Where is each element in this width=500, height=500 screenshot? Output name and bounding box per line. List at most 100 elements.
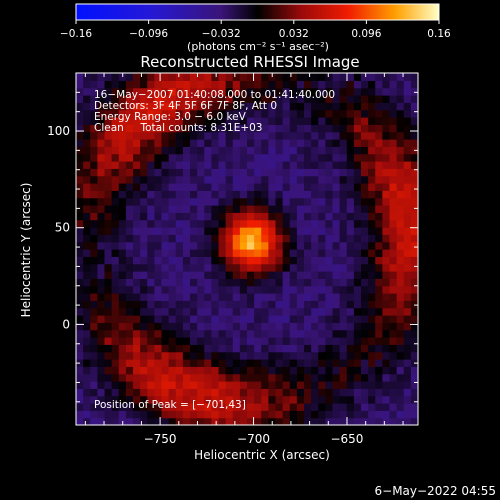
heatmap-cell [311, 212, 319, 221]
heatmap-cell [161, 256, 170, 265]
heatmap-cell [275, 373, 284, 382]
heatmap-cell [204, 161, 212, 169]
heatmap-cell [239, 271, 248, 279]
heatmap-cell [382, 153, 391, 162]
heatmap-cell [339, 205, 348, 213]
heatmap-cell [182, 80, 191, 89]
heatmap-cell [133, 307, 141, 316]
heatmap-cell [282, 205, 291, 213]
heatmap-cell [261, 219, 269, 228]
heatmap-cell [353, 410, 362, 419]
heatmap-cell [325, 153, 334, 162]
heatmap-cell [76, 161, 84, 169]
heatmap-cell [261, 205, 269, 213]
heatmap-cell [368, 212, 376, 221]
heatmap-cell [375, 139, 383, 147]
heatmap-cell [403, 249, 412, 257]
heatmap-cell [190, 307, 198, 316]
heatmap-cell [133, 344, 141, 353]
heatmap-cell [353, 300, 362, 309]
heatmap-cell [353, 381, 362, 389]
heatmap-cell [225, 403, 234, 411]
heatmap-cell [332, 381, 341, 389]
heatmap-cell [353, 153, 362, 162]
heatmap-cell [296, 102, 305, 111]
heatmap-cell [254, 315, 262, 323]
heatmap-cell [204, 234, 212, 243]
heatmap-cell [318, 329, 326, 338]
heatmap-cell [125, 395, 134, 404]
heatmap-cell [389, 315, 398, 323]
heatmap-cell [332, 322, 341, 331]
heatmap-cell [133, 395, 141, 404]
heatmap-cell [83, 359, 91, 367]
heatmap-cell [296, 351, 305, 360]
heatmap-cell [396, 102, 405, 111]
heatmap-cell [410, 234, 418, 243]
heatmap-cell [368, 307, 376, 316]
heatmap-cell [296, 219, 305, 228]
heatmap-cell [239, 197, 248, 206]
heatmap-cell [125, 315, 134, 323]
heatmap-cell [254, 337, 262, 345]
heatmap-cell [104, 410, 113, 419]
heatmap-cell [104, 337, 113, 345]
heatmap-cell [268, 256, 277, 265]
heatmap-cell [225, 161, 234, 169]
heatmap-cell [204, 87, 212, 96]
heatmap-cell [346, 205, 355, 213]
heatmap-cell [389, 117, 398, 125]
heatmap-cell [190, 344, 198, 353]
heatmap-cell [225, 300, 234, 309]
heatmap-cell [147, 161, 155, 169]
heatmap-cell [275, 131, 284, 140]
heatmap-cell [211, 183, 220, 191]
heatmap-cell [204, 315, 212, 323]
heatmap-cell [175, 373, 184, 382]
heatmap-cell [339, 146, 348, 155]
heatmap-cell [318, 344, 326, 353]
heatmap-cell [197, 219, 205, 228]
heatmap-cell [375, 322, 383, 331]
heatmap-cell [346, 366, 355, 375]
heatmap-cell [368, 256, 376, 265]
heatmap-cell [204, 395, 212, 404]
heatmap-cell [239, 359, 248, 367]
heatmap-cell [346, 249, 355, 257]
heatmap-cell [282, 80, 291, 89]
heatmap-cell [197, 395, 205, 404]
heatmap-cell [325, 285, 334, 294]
heatmap-cell [147, 139, 155, 147]
heatmap-cell [83, 241, 91, 250]
heatmap-cell [382, 87, 391, 96]
heatmap-cell [133, 175, 141, 184]
heatmap-cell [147, 73, 155, 81]
heatmap-cell [311, 395, 319, 404]
heatmap-cell [225, 117, 234, 125]
heatmap-cell [368, 417, 376, 425]
heatmap-cell [375, 344, 383, 353]
colorbar-tick-label: −0.16 [60, 28, 92, 40]
heatmap-cell [211, 219, 220, 228]
heatmap-cell [83, 403, 91, 411]
heatmap-cell [289, 87, 298, 96]
heatmap-cell [375, 395, 383, 404]
heatmap-cell [282, 197, 291, 206]
heatmap-cell [175, 300, 184, 309]
heatmap-cell [396, 271, 405, 279]
heatmap-cell [118, 337, 127, 345]
heatmap-cell [353, 373, 362, 382]
heatmap-cell [133, 322, 141, 331]
heatmap-cell [133, 381, 141, 389]
heatmap-cell [83, 285, 91, 294]
heatmap-cell [304, 373, 312, 382]
heatmap-cell [218, 315, 227, 323]
heatmap-cell [133, 315, 141, 323]
heatmap-cell [211, 359, 220, 367]
heatmap-cell [133, 234, 141, 243]
heatmap-cell [304, 337, 312, 345]
heatmap-cell [403, 95, 412, 103]
heatmap-cell [97, 205, 106, 213]
heatmap-cell [218, 263, 227, 272]
heatmap-cell [325, 205, 334, 213]
